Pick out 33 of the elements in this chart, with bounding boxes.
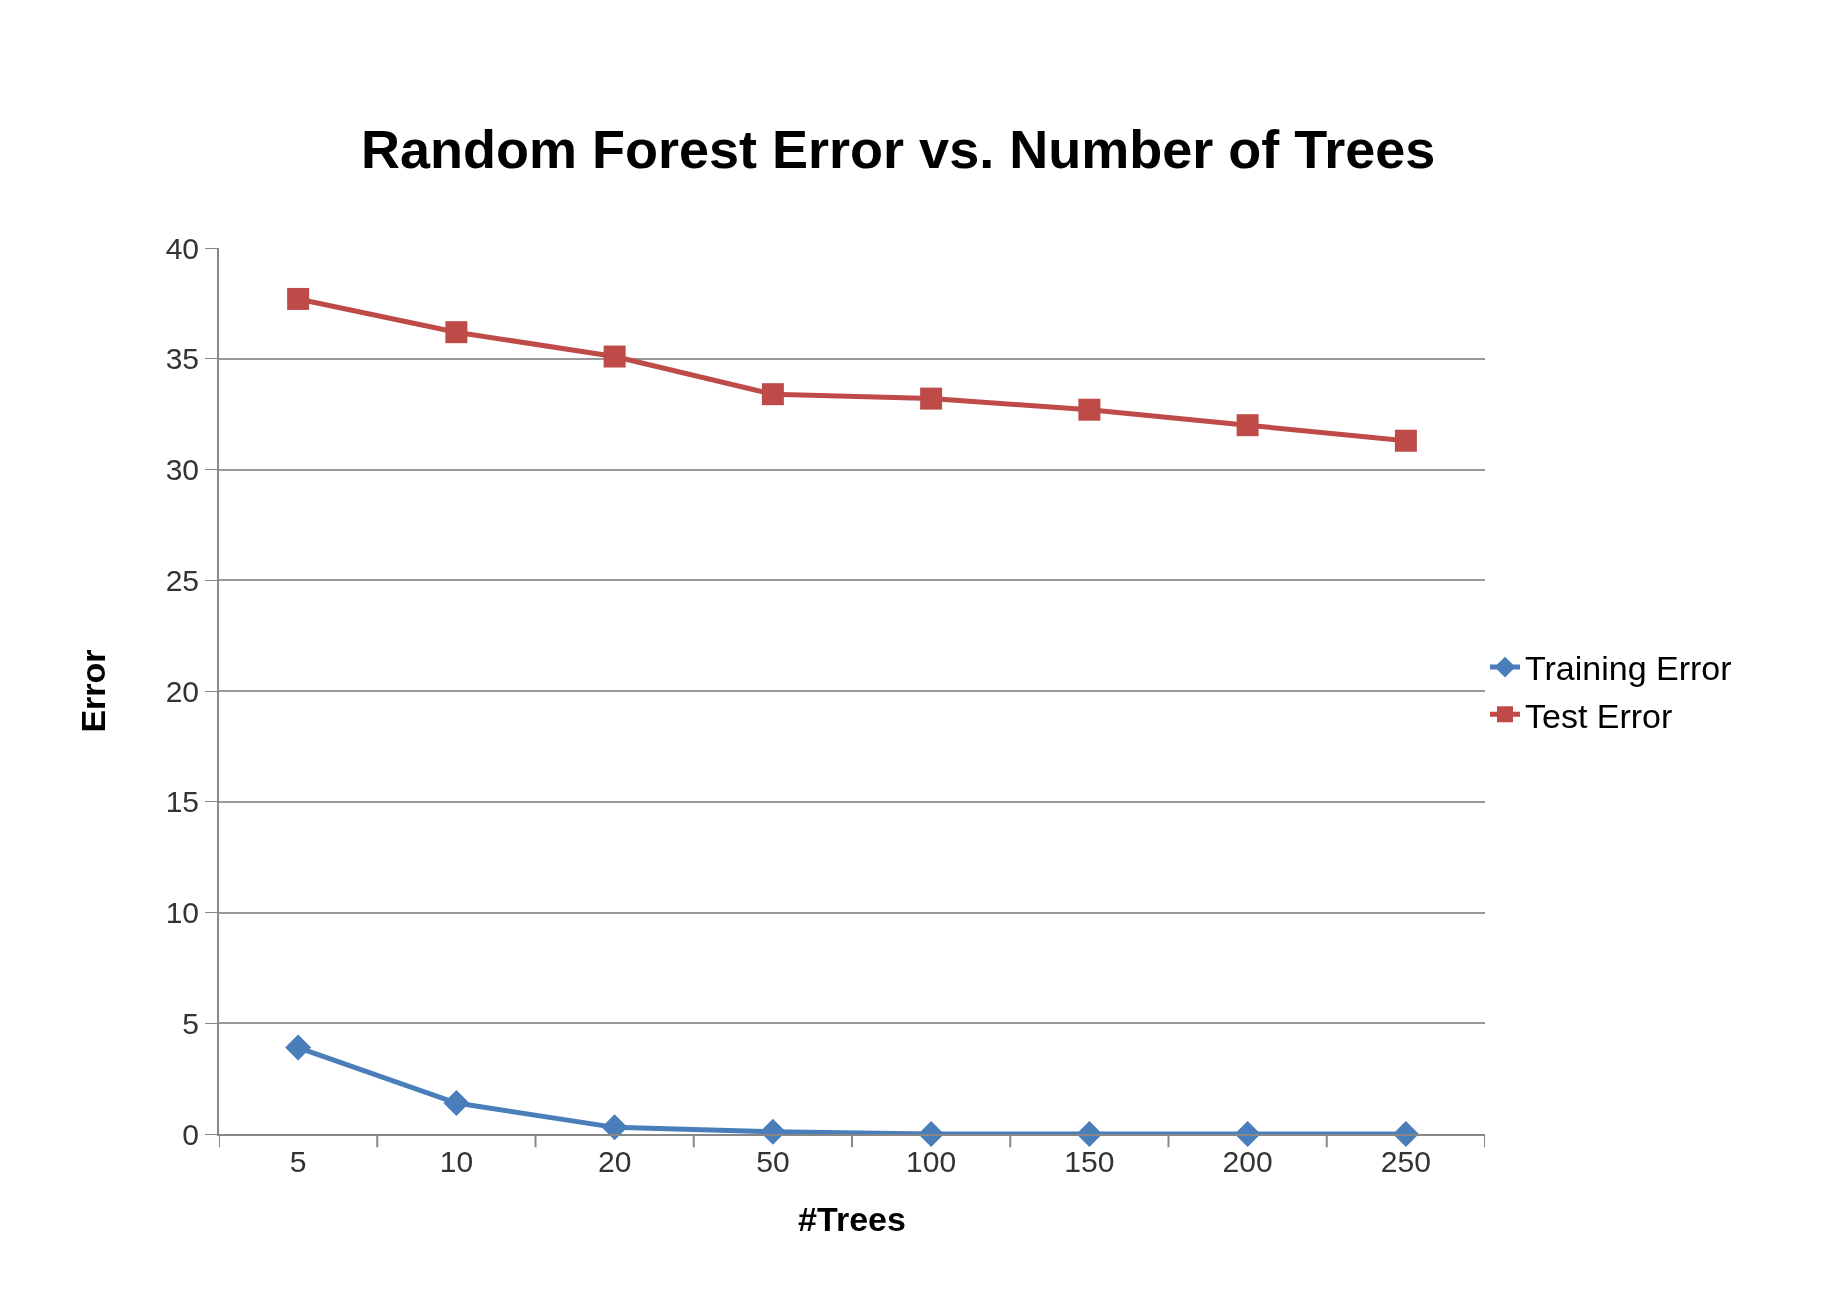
y-tick-label: 25 xyxy=(165,563,199,597)
point xyxy=(1394,429,1417,452)
x-tick-label: 250 xyxy=(1380,1145,1431,1178)
point xyxy=(443,1089,470,1116)
y-tick-label: 15 xyxy=(165,785,199,819)
x-tick-label: 5 xyxy=(289,1145,307,1178)
point xyxy=(1236,414,1259,437)
point xyxy=(287,287,310,310)
x-tick-label: 50 xyxy=(756,1145,790,1178)
point xyxy=(445,321,468,344)
x-axis-title: #Trees xyxy=(798,1199,906,1238)
x-tick-label: 200 xyxy=(1222,1145,1273,1178)
y-tick-label: 0 xyxy=(182,1117,199,1151)
point xyxy=(603,345,626,368)
legend-label: Training Error xyxy=(1525,649,1732,688)
x-tick-label: 20 xyxy=(597,1145,632,1178)
y-tick-label: 30 xyxy=(165,453,199,486)
y-tick-label: 10 xyxy=(165,896,199,929)
point xyxy=(601,1114,628,1141)
x-tick-label: 100 xyxy=(906,1145,957,1178)
point xyxy=(920,387,943,410)
y-tick-label: 40 xyxy=(165,231,199,265)
point xyxy=(761,383,784,406)
y-tick-label: 20 xyxy=(165,674,199,708)
y-tick-label: 5 xyxy=(182,1006,199,1040)
chart-title: Random Forest Error vs. Number of Trees xyxy=(361,119,1436,180)
y-tick-label: 35 xyxy=(165,342,199,376)
legend-label: Test Error xyxy=(1525,696,1673,735)
x-tick-label: 150 xyxy=(1064,1145,1115,1178)
y-axis-title: Error xyxy=(73,649,112,733)
point xyxy=(1078,398,1101,421)
x-tick-label: 10 xyxy=(439,1145,474,1178)
point xyxy=(285,1034,312,1061)
